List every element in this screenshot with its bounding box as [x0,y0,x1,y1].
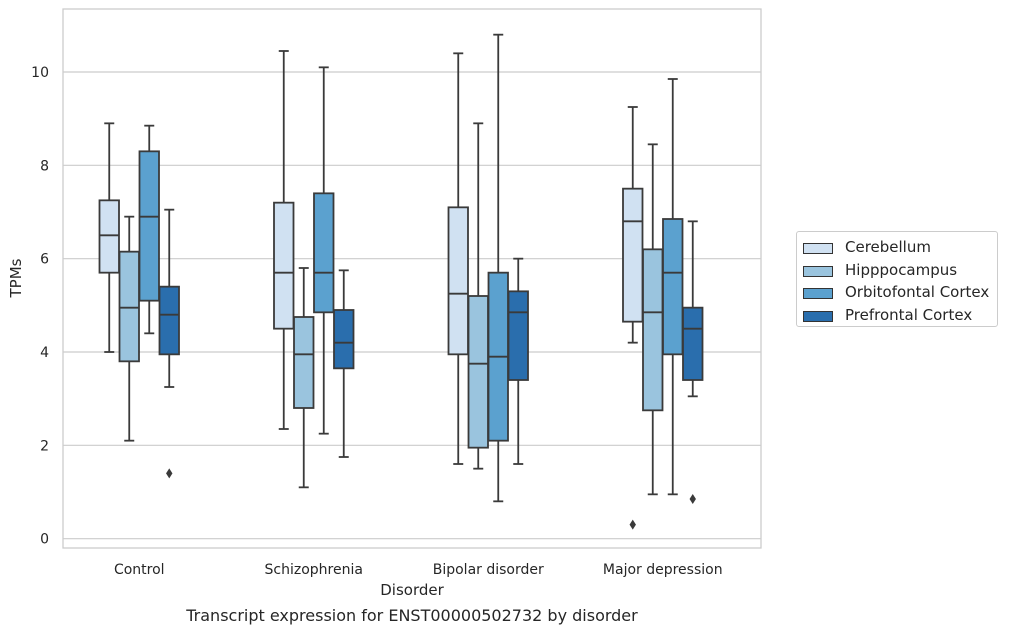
y-tick-label: 6 [40,252,49,268]
legend-label: Orbitofontal Cortex [845,283,990,301]
box [293,316,315,409]
x-axis-label: Disorder [380,581,444,599]
legend-item: Prefrontal Cortex [797,306,997,329]
box [313,192,335,314]
outlier-point [629,519,636,530]
x-tick-label: Schizophrenia [265,562,363,578]
y-tick-label: 4 [40,345,49,361]
y-tick-label: 8 [40,158,49,174]
x-tick-label: Control [114,562,165,578]
x-tick-label: Major depression [603,562,723,578]
outlier-point [689,494,696,504]
box [662,218,684,356]
box [273,201,295,330]
legend-label: Prefrontal Cortex [845,305,973,324]
box [622,187,644,323]
figure-caption: Transcript expression for ENST0000050273… [186,606,638,625]
box [447,206,469,356]
y-tick-labels: 0 2 4 6 8 10 [31,65,49,548]
box [118,250,140,363]
legend-item: Orbitofontal Cortex [797,283,997,306]
y-tick-label: 2 [40,438,49,454]
box [467,295,489,449]
box [682,306,704,381]
legend-label: Cerebellum [845,238,931,256]
box [138,150,160,302]
box [507,290,529,381]
legend-item: Cerebellum [797,238,997,261]
x-tick-labels: Control Schizophrenia Bipolar disorder Majo… [114,562,723,578]
box [642,248,664,412]
legend-swatch [803,288,833,299]
y-tick-label: 10 [31,65,49,81]
y-tick-label: 0 [40,532,49,548]
y-axis-label: TPMs [7,258,25,298]
boxes [98,33,704,530]
box [158,285,180,356]
legend-label: Hipppocampus [845,260,958,279]
box [98,199,120,274]
legend-swatch [803,243,833,254]
legend: Cerebellum Hipppocampus Orbitofontal Corte… [796,231,998,327]
legend-swatch [803,310,833,322]
legend-swatch [803,265,833,277]
legend-item: Hipppocampus [797,261,997,284]
x-tick-label: Bipolar disorder [433,562,544,578]
box [333,309,355,370]
outlier-point [166,468,173,479]
